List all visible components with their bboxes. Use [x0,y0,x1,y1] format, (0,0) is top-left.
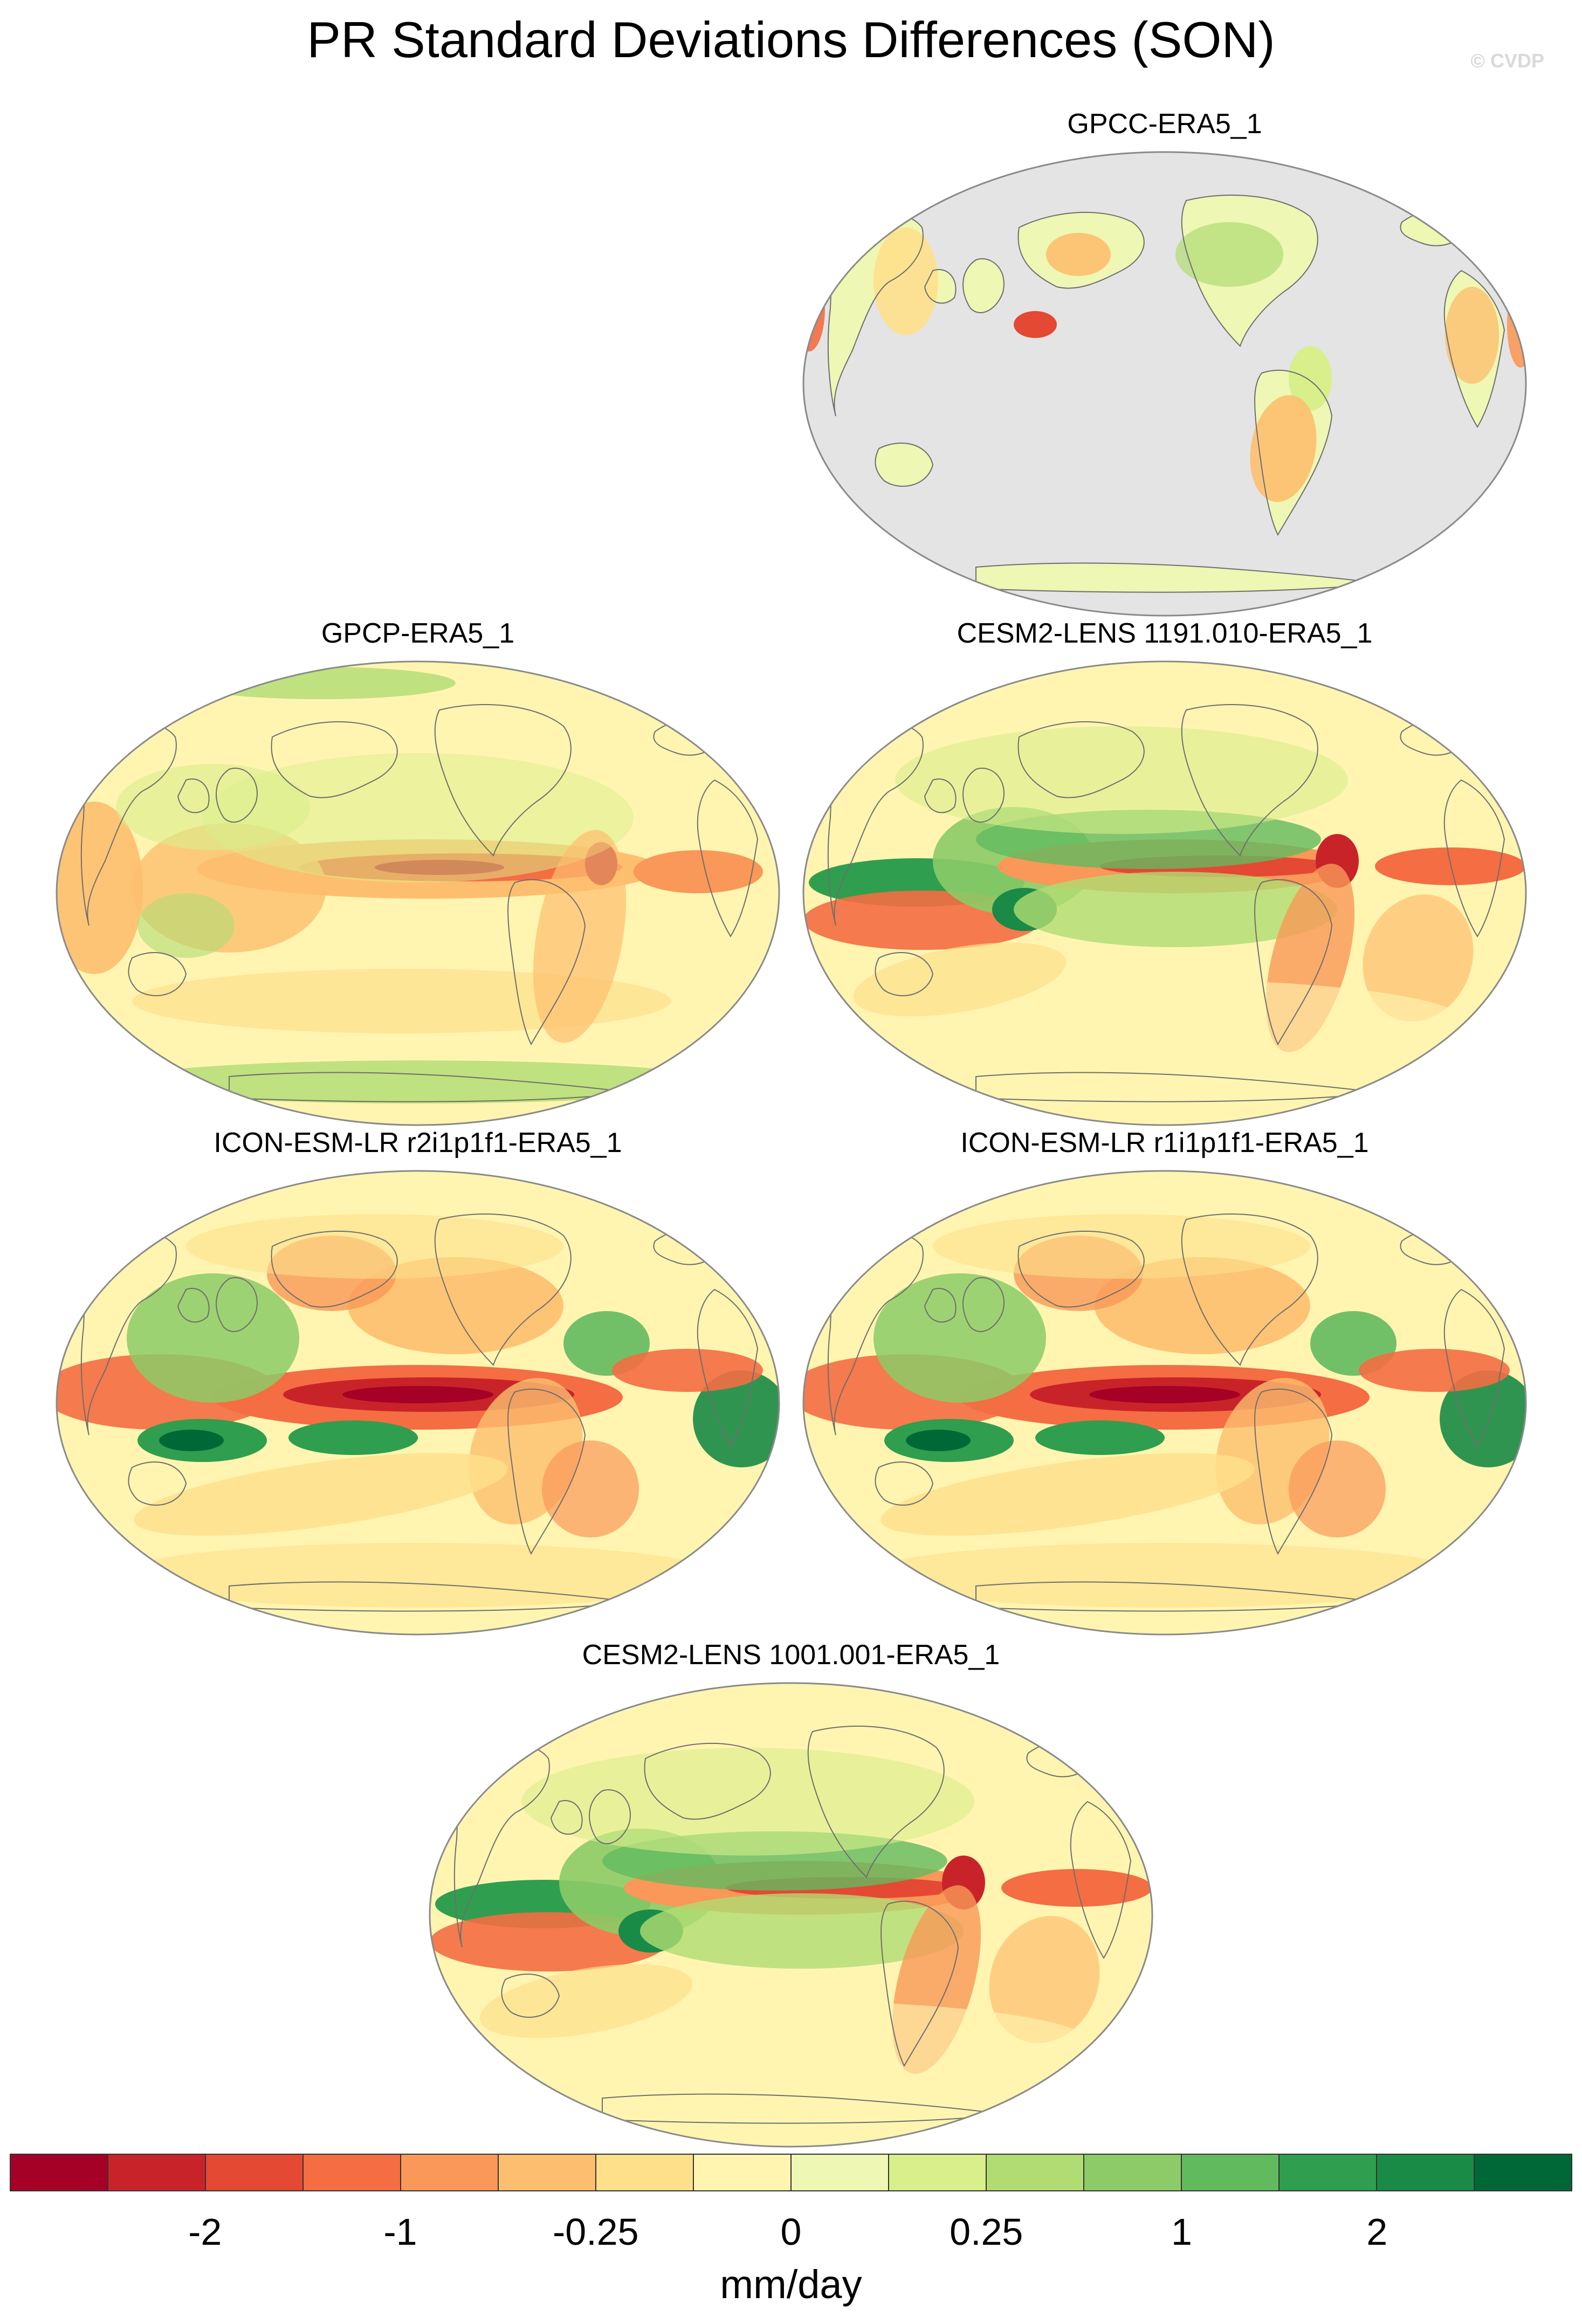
panel-title-gpcp: GPCP-ERA5_1 [321,618,515,649]
colorbar-segment [694,2155,792,2190]
panel-title-icon-r1: ICON-ESM-LR r1i1p1f1-ERA5_1 [960,1127,1369,1158]
colorbar-segment [792,2155,889,2190]
colorbar-segment [1475,2155,1571,2190]
panel-gpcp: GPCP-ERA5_1 [51,617,785,1130]
map-icon-r2 [56,1170,780,1636]
colorbar-tick-label: 0.25 [950,2211,1023,2253]
panel-title-cesm1191: CESM2-LENS 1191.010-ERA5_1 [957,618,1373,649]
colorbar-tick-label: -2 [188,2211,222,2253]
colorbar-segment [1182,2155,1280,2190]
panel-icon-r2: ICON-ESM-LR r2i1p1f1-ERA5_1 [51,1127,785,1640]
map-border [802,1170,1527,1636]
colorbar-segment [889,2155,987,2190]
map-cesm1001 [429,1682,1153,2148]
colorbar-segment [108,2155,206,2190]
colorbar-segment [1280,2155,1377,2190]
map-border [429,1682,1153,2148]
map-cesm1191 [802,660,1527,1126]
map-border [802,151,1527,617]
map-border [56,660,780,1126]
map-border [56,1170,780,1636]
map-border [802,660,1527,1126]
colorbar-tick-label: -1 [383,2211,417,2253]
map-gpcp [56,660,780,1126]
map-gpcc [802,151,1527,617]
colorbar-segment [1377,2155,1475,2190]
colorbar-segment [206,2155,304,2190]
figure-title: PR Standard Deviations Differences (SON) [307,11,1275,68]
colorbar-segment [304,2155,401,2190]
panel-title-cesm1001: CESM2-LENS 1001.001-ERA5_1 [582,1639,1000,1671]
colorbar-segment [11,2155,108,2190]
panel-cesm1001: CESM2-LENS 1001.001-ERA5_1 [424,1639,1158,2152]
colorbar-segment [401,2155,499,2190]
panel-title-gpcc: GPCC-ERA5_1 [1067,108,1262,140]
colorbar-segment [596,2155,694,2190]
cvdp-credit: © CVDP [1470,50,1544,72]
colorbar [10,2154,1572,2191]
colorbar-segment [499,2155,596,2190]
panel-icon-r1: ICON-ESM-LR r1i1p1f1-ERA5_1 [798,1127,1531,1640]
colorbar-tick-label: -0.25 [552,2211,639,2253]
panel-title-icon-r2: ICON-ESM-LR r2i1p1f1-ERA5_1 [214,1127,622,1158]
colorbar-tick-label: 1 [1171,2211,1192,2253]
panel-gpcc: GPCC-ERA5_1 [798,108,1531,621]
colorbar-units: mm/day [720,2262,862,2307]
colorbar-segment [1084,2155,1182,2190]
map-icon-r1 [802,1170,1527,1636]
colorbar-segment [987,2155,1084,2190]
colorbar-tick-label: 0 [780,2211,802,2253]
panel-cesm1191: CESM2-LENS 1191.010-ERA5_1 [798,617,1531,1130]
colorbar-tick-label: 2 [1366,2211,1388,2253]
